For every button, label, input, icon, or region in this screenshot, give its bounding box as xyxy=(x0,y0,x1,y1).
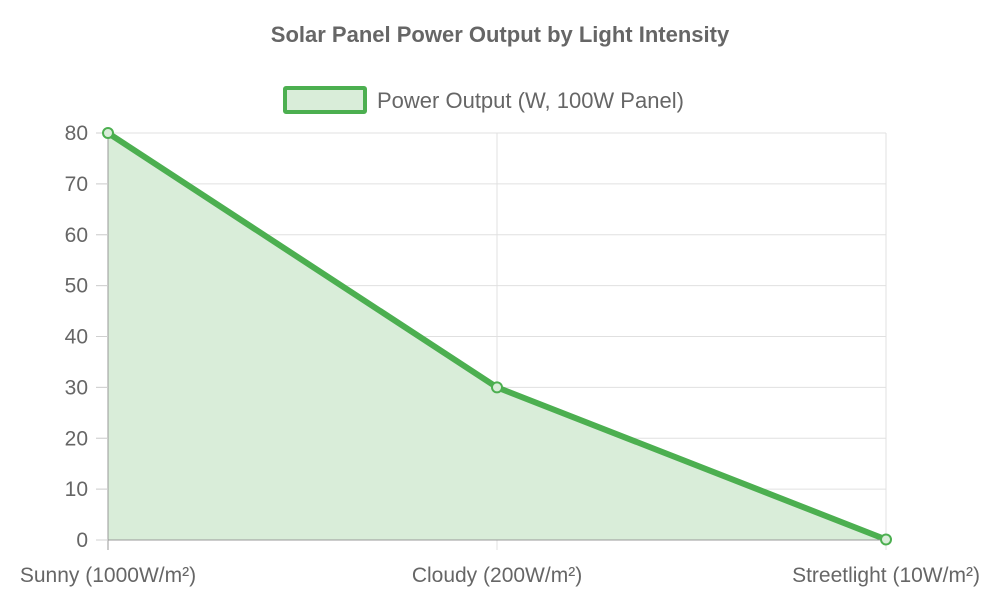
chart-title: Solar Panel Power Output by Light Intens… xyxy=(271,22,730,47)
y-tick-label: 10 xyxy=(65,478,88,501)
y-tick-label: 20 xyxy=(65,427,88,450)
y-tick-label: 0 xyxy=(76,529,88,552)
y-tick-label: 40 xyxy=(65,326,88,349)
area-fill xyxy=(108,133,886,540)
x-tick-label: Sunny (1000W/m²) xyxy=(20,564,196,587)
axes xyxy=(96,132,886,550)
y-tick-label: 50 xyxy=(65,275,88,298)
data-point[interactable] xyxy=(102,127,114,139)
data-point[interactable] xyxy=(491,381,503,394)
legend-swatch xyxy=(283,86,367,114)
data-points xyxy=(102,127,892,546)
y-tick-label: 30 xyxy=(65,376,88,399)
x-tick-label: Cloudy (200W/m²) xyxy=(412,564,582,587)
tick-labels: 0 10 20 30 40 50 60 70 80 Sunny (1000W/m²) Cloudy … xyxy=(20,122,980,587)
y-tick-label: 60 xyxy=(65,224,88,247)
y-tick-label: 70 xyxy=(65,173,88,196)
data-point[interactable] xyxy=(880,533,892,546)
legend[interactable]: Power Output (W, 100W Panel) xyxy=(283,86,684,114)
legend-label: Power Output (W, 100W Panel) xyxy=(377,88,684,113)
y-tick-label: 80 xyxy=(65,122,88,145)
x-tick-label: Streetlight (10W/m²) xyxy=(792,564,980,587)
